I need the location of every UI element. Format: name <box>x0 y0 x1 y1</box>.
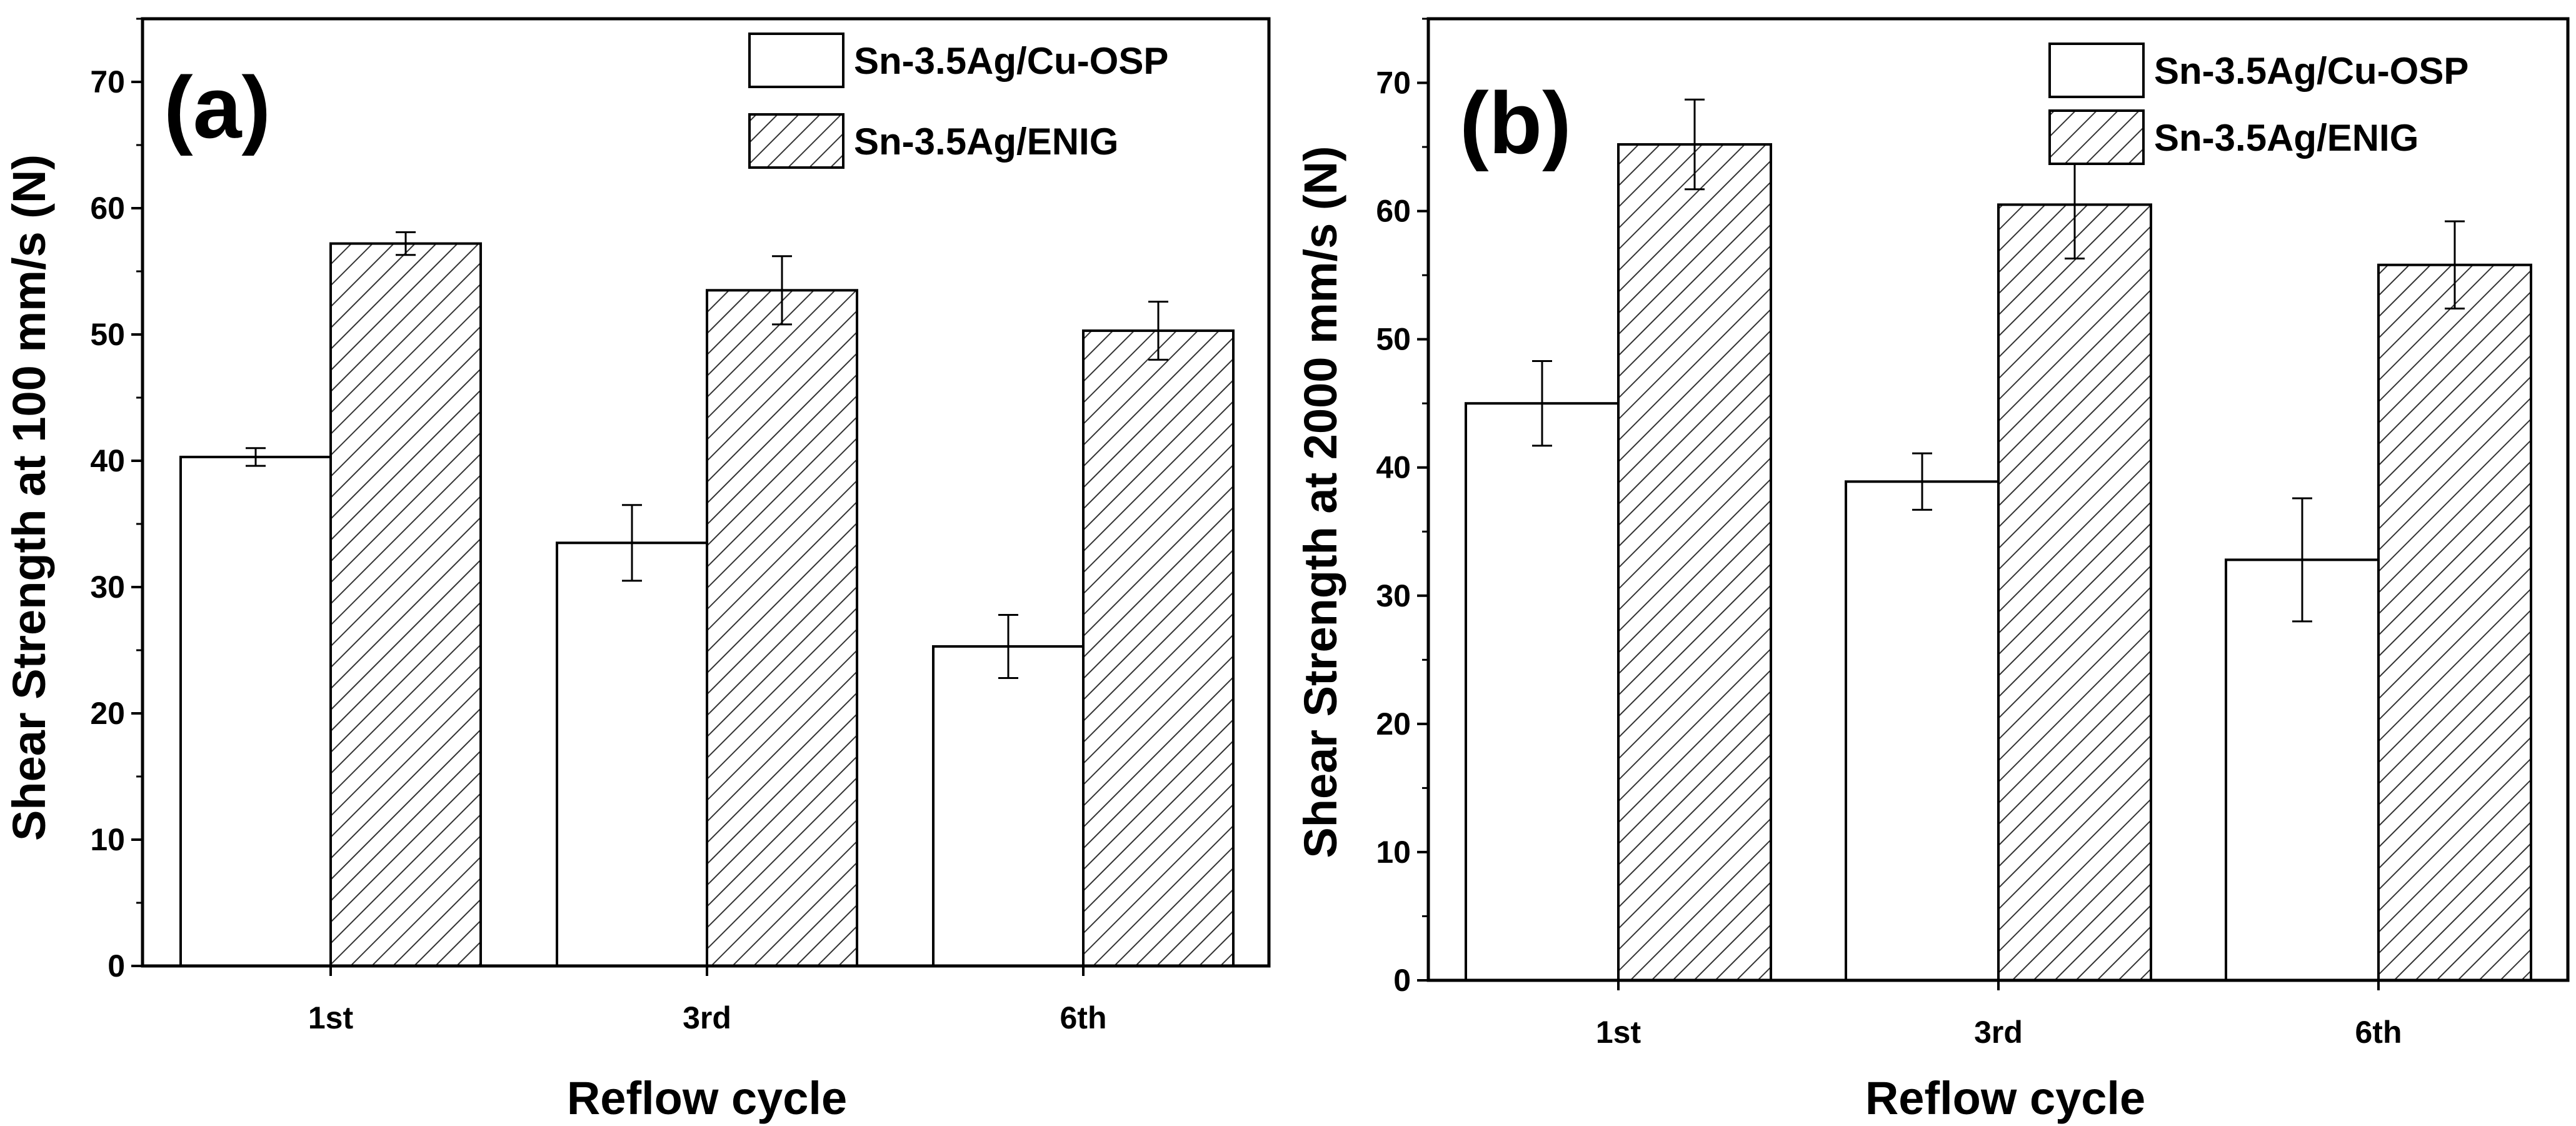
y-tick-label-b-50: 50 <box>1376 322 1411 357</box>
y-tick-label-a-10: 10 <box>90 822 125 857</box>
bar-b-s1-3rd <box>1845 480 2000 982</box>
x-tick-label-a-1st: 1st <box>308 1000 354 1035</box>
y-tick-label-b-10: 10 <box>1376 835 1411 870</box>
y-tick-label-a-50: 50 <box>90 317 125 352</box>
legend-swatch-a-1 <box>748 33 844 88</box>
y-tick-label-b-0: 0 <box>1393 963 1411 998</box>
legend-b: Sn-3.5Ag/Cu-OSP Sn-3.5Ag/ENIG <box>2048 43 2468 165</box>
legend-swatch-a-2 <box>748 113 844 169</box>
y-tick-label-b-40: 40 <box>1376 450 1411 485</box>
legend-swatch-b-2 <box>2048 109 2145 165</box>
bar-a-s1-3rd <box>556 541 708 967</box>
legend-label-a-2: Sn-3.5Ag/ENIG <box>854 121 1118 163</box>
y-tick-label-a-30: 30 <box>90 570 125 605</box>
y-tick-label-a-0: 0 <box>108 948 125 983</box>
bar-b-s2-1st <box>1617 143 1772 982</box>
bar-a-s1-6th <box>932 645 1085 967</box>
bar-b-s1-6th <box>2225 558 2380 982</box>
x-tick-label-b-6th: 6th <box>2355 1015 2402 1050</box>
x-tick-label-a-3rd: 3rd <box>683 1000 731 1035</box>
y-axis-title-b: Shear Strength at 2000 mm/s (N) <box>1295 146 1346 858</box>
x-tick-label-b-3rd: 3rd <box>1974 1015 2023 1050</box>
bar-b-s2-6th <box>2377 263 2532 982</box>
legend-label-a-1: Sn-3.5Ag/Cu-OSP <box>854 40 1168 82</box>
y-tick-label-b-20: 20 <box>1376 706 1411 741</box>
y-tick-label-b-30: 30 <box>1376 578 1411 613</box>
bar-a-s2-3rd <box>706 289 858 967</box>
y-tick-label-a-60: 60 <box>90 191 125 226</box>
bar-b-s2-3rd <box>1997 203 2152 982</box>
bar-a-s2-6th <box>1082 329 1235 967</box>
y-tick-label-a-70: 70 <box>90 64 125 99</box>
y-axis-title-a: Shear Strength at 100 mm/s (N) <box>3 154 55 841</box>
chart-panel-a: 1st 3rd 6th 0 10 20 30 40 50 60 70 (a) Reflow cycl… <box>3 17 1271 1124</box>
y-tick-label-b-60: 60 <box>1376 194 1411 229</box>
legend-swatch-b-1 <box>2048 43 2145 98</box>
chart-panel-b: 1st 3rd 6th 0 10 20 30 40 50 60 70 (b) Reflow cycl… <box>1295 17 2570 1124</box>
y-tick-label-a-20: 20 <box>90 696 125 731</box>
x-tick-label-a-6th: 6th <box>1060 1000 1107 1035</box>
panel-label-a: (a) <box>164 58 271 156</box>
x-axis-title-a: Reflow cycle <box>567 1072 847 1124</box>
bar-a-s2-1st <box>329 242 482 967</box>
plot-area-a: 1st 3rd 6th 0 10 20 30 40 50 60 70 <box>90 17 1271 1035</box>
bar-b-s1-1st <box>1465 402 1620 982</box>
legend-label-b-1: Sn-3.5Ag/Cu-OSP <box>2154 50 2468 92</box>
panel-label-b: (b) <box>1460 74 1571 172</box>
plot-area-b: 1st 3rd 6th 0 10 20 30 40 50 60 70 <box>1376 17 2570 1050</box>
plot-frame-a <box>141 17 1271 968</box>
plot-frame-b <box>1426 17 2570 982</box>
bar-a-s1-1st <box>179 455 332 967</box>
y-tick-label-a-40: 40 <box>90 443 125 478</box>
y-tick-label-b-70: 70 <box>1376 66 1411 101</box>
legend-a: Sn-3.5Ag/Cu-OSP Sn-3.5Ag/ENIG <box>748 33 1168 169</box>
x-axis-title-b: Reflow cycle <box>1865 1072 2145 1124</box>
x-tick-label-b-1st: 1st <box>1596 1015 1641 1050</box>
legend-label-b-2: Sn-3.5Ag/ENIG <box>2154 117 2418 159</box>
